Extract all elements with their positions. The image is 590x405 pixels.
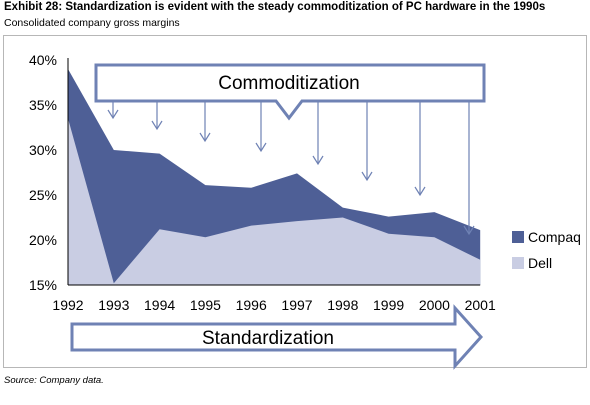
- down-arrow-head: [463, 225, 475, 236]
- y-tick-label: 20%: [29, 232, 57, 248]
- x-tick-label: 1994: [144, 297, 175, 313]
- x-tick-label: 1993: [98, 297, 129, 313]
- commoditization-label: Commoditization: [218, 73, 360, 94]
- y-tick-label: 15%: [29, 277, 57, 293]
- chart-subtitle: Consolidated company gross margins: [4, 17, 180, 29]
- down-arrow-head: [199, 132, 211, 143]
- x-tick-label: 1992: [52, 297, 83, 313]
- source-note: Source: Company data.: [4, 375, 104, 386]
- legend-label-compaq: Compaq: [528, 229, 581, 245]
- legend-swatch-compaq: [512, 231, 524, 243]
- x-tick-label: 2001: [465, 297, 496, 313]
- x-tick-label: 1995: [190, 297, 221, 313]
- series-area-dell: [68, 118, 481, 285]
- commoditization-arrow: [94, 63, 486, 121]
- down-arrow-head: [414, 186, 426, 197]
- legend-label-dell: Dell: [528, 255, 552, 271]
- chart-frame: [3, 35, 587, 368]
- y-tick-label: 40%: [29, 52, 57, 68]
- standardization-label: Standardization: [202, 328, 334, 349]
- standardization-arrow: [70, 304, 484, 370]
- down-arrow-head: [255, 142, 267, 153]
- y-tick-label: 30%: [29, 142, 57, 158]
- down-arrow-head: [107, 109, 119, 120]
- x-tick-label: 1997: [281, 297, 312, 313]
- x-tick-label: 1996: [236, 297, 267, 313]
- y-tick-label: 35%: [29, 97, 57, 113]
- y-tick-label: 25%: [29, 187, 57, 203]
- x-tick-label: 1999: [373, 297, 404, 313]
- x-tick-label: 1998: [327, 297, 358, 313]
- legend-swatch-dell: [512, 257, 524, 269]
- down-arrow-head: [151, 120, 163, 131]
- down-arrow-head: [361, 171, 373, 182]
- chart-title: Exhibit 28: Standardization is evident w…: [4, 1, 546, 13]
- x-tick-label: 2000: [419, 297, 450, 313]
- down-arrow-head: [312, 155, 324, 166]
